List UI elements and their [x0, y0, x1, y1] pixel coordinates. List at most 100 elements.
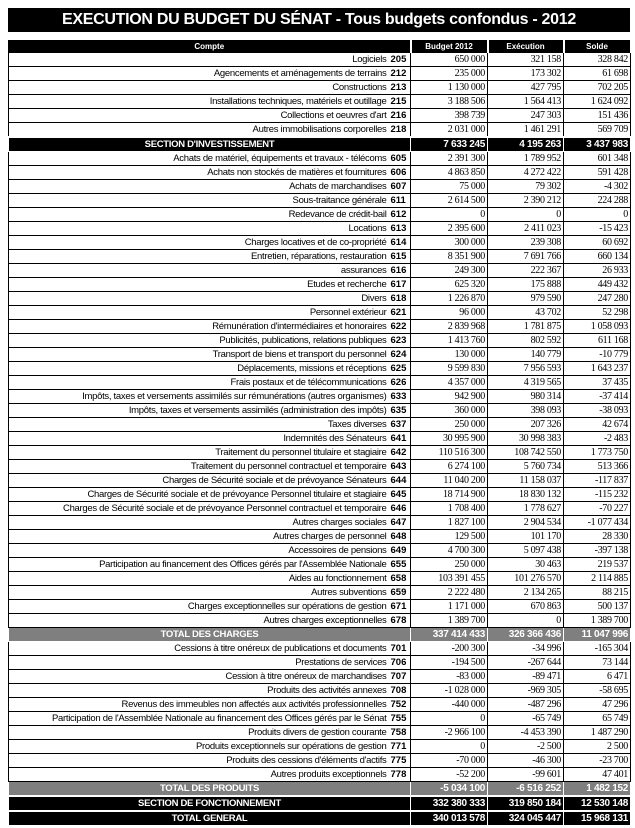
account-code: 771	[388, 739, 411, 754]
solde-cell: 1 487 290	[563, 725, 631, 740]
row-label: Frais postaux et de télécommunications	[8, 375, 389, 390]
execution-cell: 319 850 184	[487, 795, 564, 812]
solde-cell: 219 537	[563, 557, 631, 572]
solde-cell: 47 296	[563, 697, 631, 712]
account-code: 612	[388, 207, 411, 222]
execution-cell: 239 308	[487, 235, 564, 250]
account-code: 605	[388, 151, 411, 166]
solde-cell: -58 695	[563, 683, 631, 698]
account-code: 708	[388, 683, 411, 698]
execution-cell: 101 276 570	[487, 571, 564, 586]
row-label: Publicités, publications, relations publ…	[8, 333, 389, 348]
row-label: Déplacements, missions et réceptions	[8, 361, 389, 376]
execution-cell: 1 461 291	[487, 122, 564, 138]
solde-cell: 37 435	[563, 375, 631, 390]
budget-cell: 2 391 300	[410, 151, 488, 166]
account-code: 616	[388, 263, 411, 278]
row-label: Achats non stockés de matières et fourni…	[8, 165, 389, 180]
execution-cell: 1 789 952	[487, 151, 564, 166]
account-code: 758	[388, 725, 411, 740]
execution-cell: 398 093	[487, 403, 564, 418]
table-row: Déplacements, missions et réceptions 625 9…	[8, 361, 631, 376]
execution-cell: 1 778 627	[487, 501, 564, 516]
solde-cell: 1 773 750	[563, 445, 631, 460]
budget-cell: 1 708 400	[410, 501, 488, 516]
execution-cell: 979 590	[487, 291, 564, 306]
header-execution: Exécution	[487, 40, 565, 53]
row-label: Charges locatives et de co-propriété	[8, 235, 389, 250]
row-label: Taxes diverses	[8, 417, 389, 432]
table-row: Charges de Sécurité sociale et de prévoy…	[8, 473, 631, 488]
execution-cell: 79 302	[487, 179, 564, 194]
account-code: 706	[388, 655, 411, 670]
table-row: Traitement du personnel contractuel et t…	[8, 459, 631, 474]
table-row: Traitement du personnel titulaire et sta…	[8, 445, 631, 460]
solde-cell: 1 624 092	[563, 94, 631, 109]
row-label: Constructions	[8, 80, 389, 95]
execution-cell: -6 516 252	[487, 781, 564, 797]
row-label: Transport de biens et transport du perso…	[8, 347, 389, 362]
execution-cell: 222 367	[487, 263, 564, 278]
row-label: Participation au financement des Offices…	[8, 557, 389, 572]
row-label: SECTION D'INVESTISSEMENT	[8, 136, 411, 152]
solde-cell: -2 483	[563, 431, 631, 446]
account-code: 659	[388, 585, 411, 600]
table-row: Accessoires de pensions 649 4 700 300 5 097…	[8, 543, 631, 558]
budget-cell: 96 000	[410, 305, 488, 320]
solde-cell: 61 698	[563, 66, 631, 81]
budget-cell: -200 300	[410, 641, 488, 656]
budget-cell: 4 863 850	[410, 165, 488, 180]
table-row: Produits des cessions d'éléments d'actif…	[8, 753, 631, 768]
execution-cell: -65 749	[487, 711, 564, 726]
execution-cell: -4 453 390	[487, 725, 564, 740]
solde-cell: 88 215	[563, 585, 631, 600]
solde-cell: 42 674	[563, 417, 631, 432]
execution-cell: 2 390 212	[487, 193, 564, 208]
budget-cell: 30 995 900	[410, 431, 488, 446]
solde-cell: -115 232	[563, 487, 631, 502]
account-code: 641	[388, 431, 411, 446]
table-total-row: SECTION D'INVESTISSEMENT 7 633 245 4 195 2…	[8, 136, 631, 152]
solde-cell: 15 968 131	[563, 810, 631, 826]
account-code: 637	[388, 417, 411, 432]
execution-cell: 43 702	[487, 305, 564, 320]
budget-cell: 1 226 870	[410, 291, 488, 306]
table-row: Impôts, taxes et versements assimilés (a…	[8, 403, 631, 418]
table-row: Achats de marchandises 607 75 000 79 302 -4 …	[8, 179, 631, 194]
row-label: Autres charges exceptionnelles	[8, 613, 389, 628]
solde-cell: -117 837	[563, 473, 631, 488]
budget-cell: 332 380 333	[410, 795, 488, 812]
execution-cell: 1 781 875	[487, 319, 564, 334]
execution-cell: 321 158	[487, 52, 564, 67]
row-label: Sous-traitance générale	[8, 193, 389, 208]
solde-cell: 52 298	[563, 305, 631, 320]
row-label: Autres subventions	[8, 585, 389, 600]
row-label: Rémunération d'intermédiaires et honorai…	[8, 319, 389, 334]
solde-cell: 11 047 996	[563, 627, 631, 642]
table-row: Sous-traitance générale 611 2 614 500 2 390…	[8, 193, 631, 208]
solde-cell: 569 709	[563, 122, 631, 138]
table-row: Participation au financement des Offices…	[8, 557, 631, 572]
table-row: Autres immobilisations corporelles 218 2 0…	[8, 122, 631, 138]
account-code: 216	[388, 108, 411, 123]
page-title: EXECUTION DU BUDGET DU SÉNAT - Tous budg…	[8, 8, 630, 32]
solde-cell: 328 842	[563, 52, 631, 67]
row-label: Entretien, réparations, restauration	[8, 249, 389, 264]
solde-cell: -15 423	[563, 221, 631, 236]
row-label: Produits exceptionnels sur opérations de…	[8, 739, 389, 754]
execution-cell: 2 134 265	[487, 585, 564, 600]
execution-cell: 175 888	[487, 277, 564, 292]
table-row: Charges de Sécurité sociale et de prévoy…	[8, 501, 631, 516]
budget-cell: 1 413 760	[410, 333, 488, 348]
account-code: 617	[388, 277, 411, 292]
row-label: Charges de Sécurité sociale et de prévoy…	[8, 487, 389, 502]
execution-cell: -969 305	[487, 683, 564, 698]
execution-cell: 2 904 534	[487, 515, 564, 530]
header-budget: Budget 2012	[410, 40, 489, 53]
table-row: Locations 613 2 395 600 2 411 023 -15 423	[8, 221, 631, 236]
solde-cell: 660 134	[563, 249, 631, 264]
account-code: 621	[388, 305, 411, 320]
budget-cell: 2 222 480	[410, 585, 488, 600]
execution-cell: 11 158 037	[487, 473, 564, 488]
account-code: 643	[388, 459, 411, 474]
